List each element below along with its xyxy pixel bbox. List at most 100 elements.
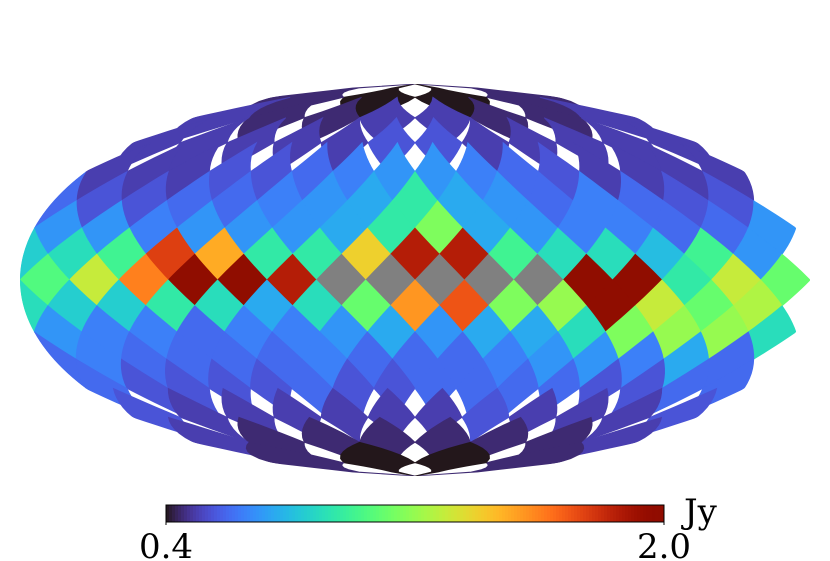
colorbar-step bbox=[541, 505, 545, 522]
colorbar-step bbox=[382, 505, 386, 522]
colorbar-step bbox=[619, 505, 623, 522]
colorbar-step bbox=[211, 505, 215, 522]
colorbar-step bbox=[316, 505, 320, 522]
colorbar-step bbox=[478, 505, 482, 522]
colorbar-step bbox=[175, 505, 179, 522]
colorbar-step bbox=[265, 505, 269, 522]
colorbar-step bbox=[532, 505, 536, 522]
colorbar-step bbox=[505, 505, 509, 522]
colorbar-step bbox=[523, 505, 527, 522]
colorbar-step bbox=[643, 505, 647, 522]
colorbar-step bbox=[589, 505, 593, 522]
colorbar-step bbox=[409, 505, 413, 522]
colorbar-step bbox=[640, 505, 644, 522]
colorbar-step bbox=[580, 505, 584, 522]
colorbar-step bbox=[208, 505, 212, 522]
colorbar-step bbox=[508, 505, 512, 522]
colorbar-step bbox=[526, 505, 530, 522]
colorbar-step bbox=[283, 505, 287, 522]
colorbar-step bbox=[406, 505, 410, 522]
colorbar-step bbox=[472, 505, 476, 522]
colorbar-step bbox=[403, 505, 407, 522]
colorbar-step bbox=[625, 505, 629, 522]
colorbar-step bbox=[286, 505, 290, 522]
colorbar-step bbox=[304, 505, 308, 522]
colorbar-step bbox=[646, 505, 650, 522]
colorbar-step bbox=[490, 505, 494, 522]
colorbar-frame bbox=[165, 504, 665, 523]
colorbar-step bbox=[442, 505, 446, 522]
colorbar-step bbox=[487, 505, 491, 522]
colorbar-step bbox=[187, 505, 191, 522]
colorbar-step bbox=[394, 505, 398, 522]
colorbar-step bbox=[361, 505, 365, 522]
colorbar-step bbox=[631, 505, 635, 522]
colorbar-step bbox=[499, 505, 503, 522]
sky-map bbox=[20, 84, 810, 476]
colorbar-step bbox=[217, 505, 221, 522]
colorbar-step bbox=[604, 505, 608, 522]
colorbar-step bbox=[592, 505, 596, 522]
colorbar-step bbox=[655, 505, 659, 522]
colorbar-step bbox=[256, 505, 260, 522]
healpix-pixel bbox=[414, 441, 490, 476]
colorbar-step bbox=[628, 505, 632, 522]
colorbar-step bbox=[634, 505, 638, 522]
colorbar-step bbox=[223, 505, 227, 522]
colorbar-step bbox=[445, 505, 449, 522]
colorbar-step bbox=[232, 505, 236, 522]
colorbar-step bbox=[181, 505, 185, 522]
colorbar-step bbox=[493, 505, 497, 522]
colorbar-step bbox=[166, 505, 170, 522]
colorbar-step bbox=[430, 505, 434, 522]
colorbar-step bbox=[193, 505, 197, 522]
colorbar-step bbox=[556, 505, 560, 522]
colorbar-step bbox=[520, 505, 524, 522]
colorbar-step bbox=[613, 505, 617, 522]
colorbar-step bbox=[373, 505, 377, 522]
healpix-pixel bbox=[414, 441, 585, 476]
colorbar-step bbox=[535, 505, 539, 522]
colorbar-step bbox=[586, 505, 590, 522]
colorbar-step bbox=[496, 505, 500, 522]
colorbar-step bbox=[562, 505, 566, 522]
colorbar-step bbox=[334, 505, 338, 522]
colorbar-step bbox=[202, 505, 206, 522]
colorbar-step bbox=[451, 505, 455, 522]
colorbar-step bbox=[343, 505, 347, 522]
colorbar-step bbox=[322, 505, 326, 522]
colorbar-step bbox=[457, 505, 461, 522]
colorbar-step bbox=[199, 505, 203, 522]
colorbar-step bbox=[244, 505, 248, 522]
colorbar-step bbox=[355, 505, 359, 522]
colorbar-step bbox=[598, 505, 602, 522]
colorbar-step bbox=[547, 505, 551, 522]
colorbar-step bbox=[229, 505, 233, 522]
colorbar-step bbox=[421, 505, 425, 522]
colorbar-step bbox=[649, 505, 653, 522]
colorbar-step bbox=[397, 505, 401, 522]
colorbar-step bbox=[178, 505, 182, 522]
colorbar-step bbox=[436, 505, 440, 522]
colorbar-step bbox=[388, 505, 392, 522]
colorbar-step bbox=[595, 505, 599, 522]
colorbar-step bbox=[559, 505, 563, 522]
colorbar-step bbox=[484, 505, 488, 522]
colorbar-step bbox=[529, 505, 533, 522]
colorbar-step bbox=[610, 505, 614, 522]
colorbar-step bbox=[370, 505, 374, 522]
colorbar-step bbox=[433, 505, 437, 522]
colorbar-step bbox=[400, 505, 404, 522]
colorbar-step bbox=[241, 505, 245, 522]
colorbar-step bbox=[250, 505, 254, 522]
colorbar-step bbox=[235, 505, 239, 522]
colorbar-step bbox=[601, 505, 605, 522]
colorbar-step bbox=[454, 505, 458, 522]
colorbar-step bbox=[226, 505, 230, 522]
colorbar-step bbox=[412, 505, 416, 522]
colorbar: 0.4 2.0 bbox=[139, 504, 691, 561]
colorbar-step bbox=[571, 505, 575, 522]
colorbar-step bbox=[295, 505, 299, 522]
colorbar-step bbox=[268, 505, 272, 522]
colorbar-step bbox=[298, 505, 302, 522]
